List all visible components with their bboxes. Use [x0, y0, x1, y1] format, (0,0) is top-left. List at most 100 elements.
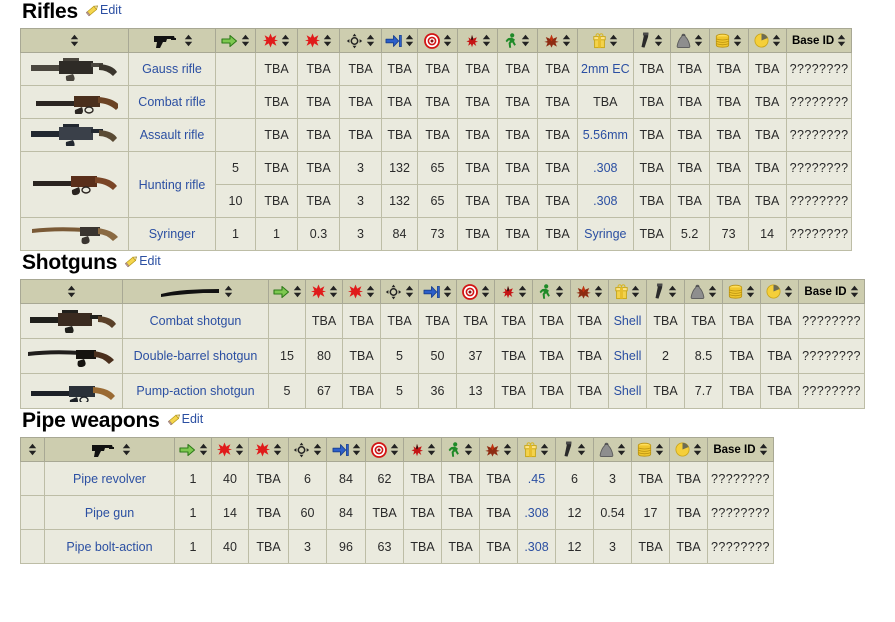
column-header-ap[interactable] — [497, 28, 538, 53]
column-header-weight[interactable] — [684, 279, 723, 304]
sort-arrows-icon[interactable] — [352, 443, 361, 456]
column-header-range[interactable] — [326, 437, 366, 462]
weapon-name-cell[interactable]: Combat rifle — [128, 85, 216, 119]
weapon-name-cell[interactable]: Pump-action shotgun — [122, 373, 269, 409]
column-header-bash[interactable] — [457, 28, 498, 53]
column-header-range[interactable] — [418, 279, 457, 304]
cell-ammo[interactable]: .308 — [517, 495, 556, 530]
sort-arrows-icon[interactable] — [70, 34, 79, 47]
weapon-name-cell[interactable]: Pipe bolt-action — [44, 529, 175, 564]
sort-arrows-icon[interactable] — [631, 285, 640, 298]
column-header-shots[interactable] — [174, 437, 212, 462]
sort-arrows-icon[interactable] — [405, 285, 414, 298]
weapon-name-cell[interactable]: Syringer — [128, 217, 216, 251]
weapon-name-link[interactable]: Pump-action shotgun — [136, 384, 255, 398]
column-header-damage2[interactable] — [248, 437, 289, 462]
column-header-image[interactable] — [20, 28, 129, 53]
column-header-value[interactable] — [631, 437, 670, 462]
sort-arrows-icon[interactable] — [28, 443, 37, 456]
sort-arrows-icon[interactable] — [481, 285, 490, 298]
sort-arrows-icon[interactable] — [693, 443, 702, 456]
sort-arrows-icon[interactable] — [366, 285, 375, 298]
ammo-link[interactable]: .308 — [524, 505, 549, 520]
edit-section-link[interactable]: Edit — [167, 412, 204, 426]
sort-arrows-icon[interactable] — [241, 34, 250, 47]
sort-arrows-icon[interactable] — [837, 34, 846, 47]
sort-arrows-icon[interactable] — [184, 34, 193, 47]
cell-ammo[interactable]: 5.56mm — [577, 118, 634, 152]
edit-label[interactable]: Edit — [139, 254, 161, 268]
sort-arrows-icon[interactable] — [313, 443, 322, 456]
sort-arrows-icon[interactable] — [293, 285, 302, 298]
column-header-damage2[interactable] — [297, 28, 340, 53]
column-header-ap[interactable] — [441, 437, 480, 462]
sort-arrows-icon[interactable] — [323, 34, 332, 47]
cell-ammo[interactable]: Syringe — [577, 217, 634, 251]
column-header-accuracy[interactable] — [417, 28, 458, 53]
column-header-crit[interactable] — [479, 437, 518, 462]
column-header-damage2[interactable] — [342, 279, 381, 304]
cell-ammo[interactable]: Shell — [608, 338, 647, 374]
column-header-name[interactable] — [122, 279, 269, 304]
ammo-link[interactable]: Shell — [613, 349, 642, 363]
sort-arrows-icon[interactable] — [540, 443, 549, 456]
column-header-image[interactable] — [20, 437, 45, 462]
column-header-name[interactable] — [128, 28, 216, 53]
sort-arrows-icon[interactable] — [694, 34, 703, 47]
column-header-ammo[interactable] — [608, 279, 647, 304]
column-header-firerate[interactable] — [339, 28, 382, 53]
weapon-name-link[interactable]: Double-barrel shotgun — [133, 349, 258, 363]
sort-arrows-icon[interactable] — [746, 285, 755, 298]
sort-arrows-icon[interactable] — [654, 34, 663, 47]
cell-ammo[interactable]: .45 — [517, 461, 556, 496]
ammo-link[interactable]: .45 — [527, 471, 546, 486]
column-header-range[interactable] — [381, 28, 418, 53]
sort-arrows-icon[interactable] — [235, 443, 244, 456]
column-header-bash[interactable] — [403, 437, 442, 462]
edit-label[interactable]: Edit — [181, 412, 204, 426]
sort-arrows-icon[interactable] — [443, 285, 452, 298]
sort-arrows-icon[interactable] — [668, 285, 677, 298]
weapon-name-link[interactable]: Pipe bolt-action — [66, 539, 153, 554]
weapon-name-link[interactable]: Pipe gun — [84, 505, 135, 520]
sort-arrows-icon[interactable] — [617, 443, 626, 456]
column-header-crit[interactable] — [570, 279, 609, 304]
sort-arrows-icon[interactable] — [482, 34, 491, 47]
column-header-damage[interactable] — [305, 279, 343, 304]
sort-arrows-icon[interactable] — [405, 34, 414, 47]
column-header-magazine[interactable] — [555, 437, 594, 462]
weapon-name-link[interactable]: Syringer — [148, 227, 196, 241]
sort-arrows-icon[interactable] — [784, 285, 793, 298]
column-header-shots[interactable] — [215, 28, 256, 53]
sort-arrows-icon[interactable] — [67, 285, 76, 298]
column-header-value[interactable] — [708, 28, 749, 53]
column-header-value[interactable] — [722, 279, 761, 304]
sort-arrows-icon[interactable] — [759, 443, 768, 456]
sort-arrows-icon[interactable] — [733, 34, 742, 47]
edit-section-link[interactable]: Edit — [85, 3, 122, 17]
sort-arrows-icon[interactable] — [577, 443, 586, 456]
column-header-magazine[interactable] — [646, 279, 685, 304]
sort-arrows-icon[interactable] — [521, 34, 530, 47]
column-header-damage[interactable] — [211, 437, 249, 462]
sort-arrows-icon[interactable] — [443, 34, 452, 47]
edit-section-link[interactable]: Edit — [124, 254, 161, 268]
cell-ammo[interactable]: .308 — [577, 184, 634, 218]
column-header-valuedmg[interactable] — [669, 437, 708, 462]
column-header-weight[interactable] — [593, 437, 632, 462]
sort-arrows-icon[interactable] — [850, 285, 859, 298]
ammo-link[interactable]: Syringe — [584, 227, 627, 241]
sort-arrows-icon[interactable] — [329, 285, 338, 298]
column-header-magazine[interactable] — [632, 28, 671, 53]
column-header-accuracy[interactable] — [456, 279, 495, 304]
column-header-weight[interactable] — [669, 28, 710, 53]
ammo-link[interactable]: Shell — [613, 314, 642, 328]
column-header-bash[interactable] — [494, 279, 533, 304]
sort-arrows-icon[interactable] — [390, 443, 399, 456]
column-header-crit[interactable] — [537, 28, 578, 53]
column-header-ap[interactable] — [532, 279, 571, 304]
column-header-damage[interactable] — [255, 28, 298, 53]
weapon-name-cell[interactable]: Gauss rifle — [128, 52, 216, 86]
ammo-link[interactable]: .308 — [593, 194, 618, 208]
column-header-baseid[interactable]: Base ID — [707, 437, 774, 462]
